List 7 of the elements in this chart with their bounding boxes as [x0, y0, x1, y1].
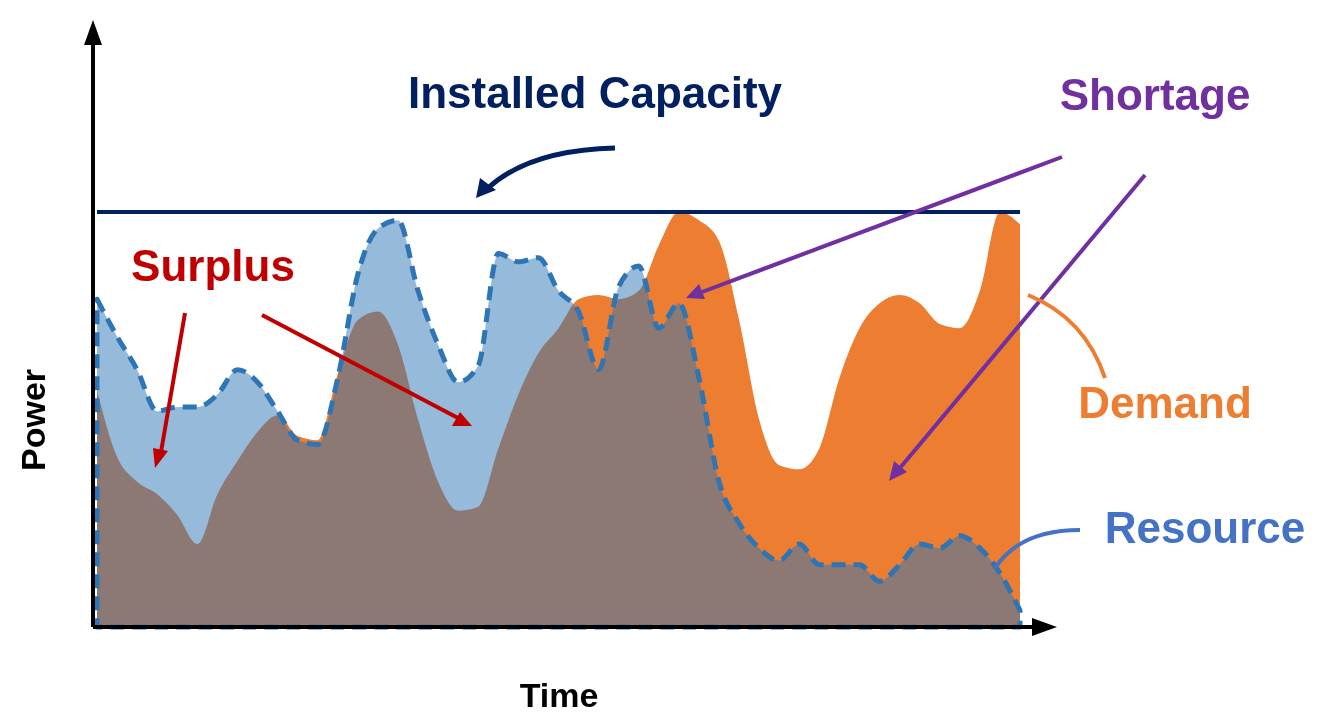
text: Resource [1104, 503, 1306, 552]
y-axis-title: Power [13, 368, 52, 472]
text: Shortage [1059, 70, 1251, 119]
x-axis-title: Time [519, 675, 599, 714]
annotation: Surplus [131, 241, 295, 290]
series-label: Demand [1078, 378, 1252, 427]
ref-line-label: Installed Capacity [407, 68, 783, 117]
